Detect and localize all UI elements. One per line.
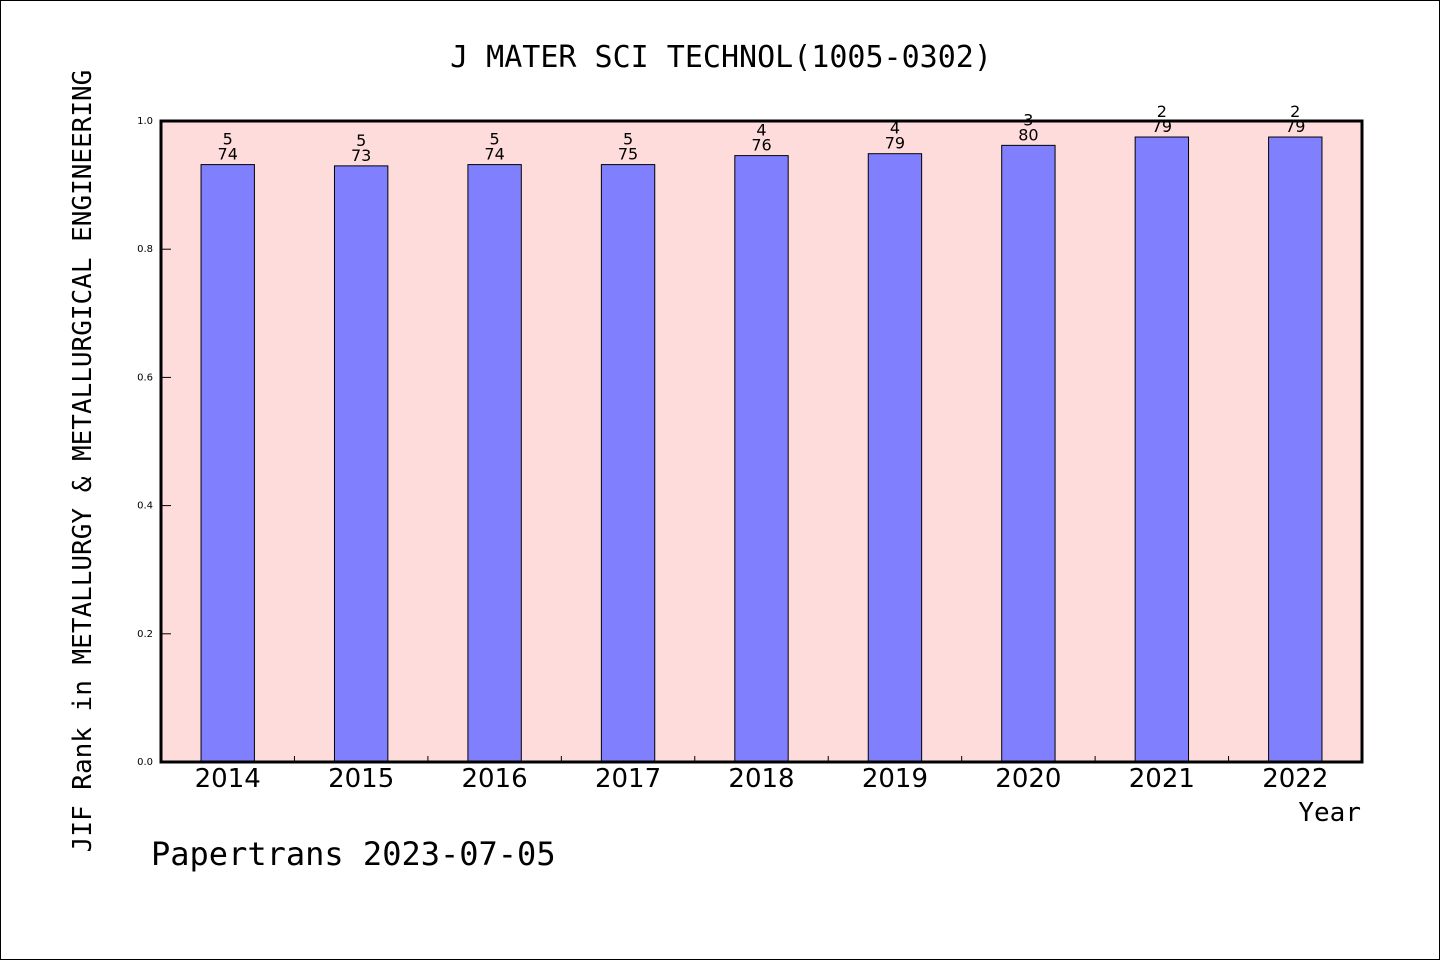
- y-tick-label: 1.0: [137, 116, 153, 127]
- bar-rank-label: 4: [756, 121, 766, 140]
- bar-total-label: 74: [484, 145, 504, 164]
- bar-2017: [600, 164, 656, 763]
- bar-2015: [333, 165, 389, 763]
- bar-total-label: 79: [885, 134, 905, 153]
- x-tick-label: 2018: [728, 764, 794, 794]
- bar-2022: [1268, 136, 1323, 763]
- bar-2020: [1001, 144, 1056, 763]
- y-tick-label: 0.6: [137, 372, 153, 383]
- bar-rank-label: 5: [356, 131, 366, 150]
- y-tick-label: 0.4: [137, 501, 153, 512]
- x-tick-label: 2014: [195, 764, 261, 794]
- y-tick-label: 0.0: [137, 757, 153, 768]
- x-axis-label: Year: [1298, 798, 1361, 828]
- bar-rank-label: 2: [1157, 102, 1167, 121]
- bar-rank-label: 5: [623, 130, 633, 149]
- x-tick-label: 2019: [862, 764, 928, 794]
- x-tick-label: 2021: [1129, 764, 1195, 794]
- bar-total-label: 76: [751, 136, 771, 155]
- chart-title: J MATER SCI TECHNOL(1005-0302): [450, 40, 992, 75]
- x-tick-label: 2015: [328, 764, 394, 794]
- bar-rank-label: 5: [490, 130, 500, 149]
- y-tick-label: 0.2: [137, 629, 153, 640]
- y-tick-label: 0.8: [137, 244, 153, 255]
- bar-2019: [867, 153, 923, 763]
- x-axis-ticks: 2014 2015 2016 2017 2018 2019 2020 2021 2022: [195, 756, 1328, 794]
- bar-2018: [734, 155, 789, 763]
- x-tick-label: 2022: [1262, 764, 1328, 794]
- bar-rank-label: 4: [890, 119, 900, 138]
- bars-group: [200, 136, 1323, 763]
- x-tick-label: 2016: [462, 764, 528, 794]
- footer-credit: Papertrans 2023-07-05: [151, 835, 556, 873]
- x-tick-label: 2017: [595, 764, 661, 794]
- bar-2021: [1134, 136, 1190, 763]
- y-axis-label: JIF Rank in METALLURGY & METALLURGICAL E…: [68, 70, 98, 853]
- bar-total-label: 80: [1018, 125, 1038, 144]
- bar-rank-label: 5: [223, 130, 233, 149]
- bar-rank-label: 2: [1290, 102, 1300, 121]
- bar-total-label: 75: [618, 145, 638, 164]
- bar-2016: [467, 164, 522, 763]
- x-tick-label: 2020: [995, 764, 1061, 794]
- bar-total-label: 73: [351, 146, 371, 165]
- plot-border: [159, 119, 1364, 764]
- bar-total-label: 74: [218, 145, 238, 164]
- bar-2014: [200, 164, 255, 763]
